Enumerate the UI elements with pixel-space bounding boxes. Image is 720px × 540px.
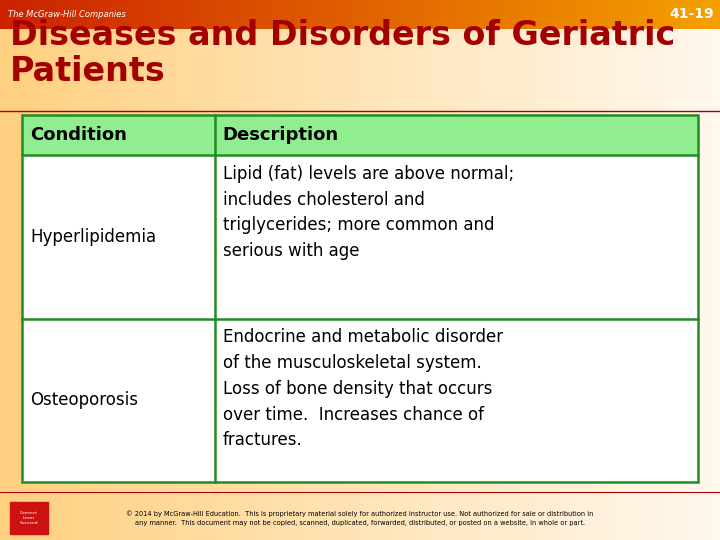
Text: Osteoporosis: Osteoporosis bbox=[30, 392, 138, 409]
Bar bbox=[10, 502, 48, 534]
Text: Endocrine and metabolic disorder
of the musculoskeletal system.
Loss of bone den: Endocrine and metabolic disorder of the … bbox=[222, 328, 503, 449]
Text: Diseases and Disorders of Geriatric
Patients: Diseases and Disorders of Geriatric Pati… bbox=[10, 19, 675, 88]
Bar bbox=[22, 115, 698, 155]
Text: Description: Description bbox=[222, 126, 339, 144]
Bar bbox=[22, 155, 698, 319]
Bar bbox=[22, 115, 698, 482]
Text: Connect
Learn
Succeed: Connect Learn Succeed bbox=[19, 511, 38, 524]
Text: Hyperlipidemia: Hyperlipidemia bbox=[30, 228, 156, 246]
Bar bbox=[22, 319, 698, 482]
Text: Condition: Condition bbox=[30, 126, 127, 144]
Text: 41-19: 41-19 bbox=[670, 8, 714, 22]
Text: © 2014 by McGraw-Hill Education.  This is proprietary material solely for author: © 2014 by McGraw-Hill Education. This is… bbox=[126, 510, 594, 525]
Text: Lipid (fat) levels are above normal;
includes cholesterol and
triglycerides; mor: Lipid (fat) levels are above normal; inc… bbox=[222, 165, 514, 260]
Bar bbox=[22, 115, 698, 482]
Text: The McGraw-Hill Companies: The McGraw-Hill Companies bbox=[8, 10, 126, 19]
